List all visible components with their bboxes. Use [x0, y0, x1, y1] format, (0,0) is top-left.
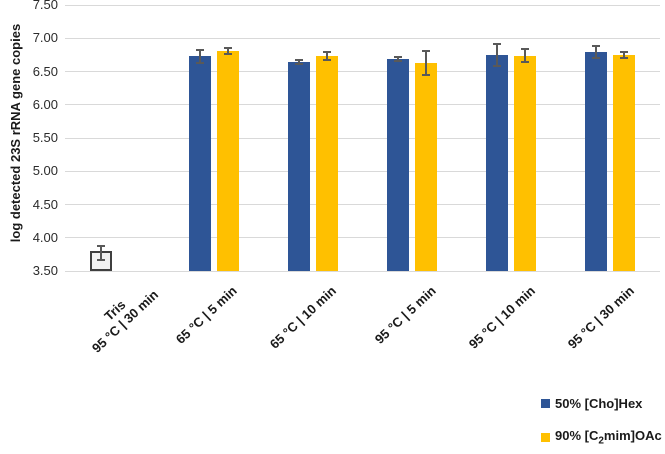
error-bar-cap-bottom	[422, 73, 431, 76]
bar-group	[65, 5, 164, 271]
y-tick-label: 7.00	[32, 30, 58, 46]
error-bar-cap-bottom	[96, 258, 105, 261]
bar-50-cho-hex	[287, 59, 310, 271]
bar-group	[363, 5, 462, 271]
error-bar	[524, 48, 527, 63]
bar-50-cho-hex	[486, 43, 509, 271]
bar-group	[263, 5, 362, 271]
error-bar-cap-top	[223, 46, 232, 49]
error-bar	[226, 47, 229, 55]
error-bar-cap-top	[394, 55, 403, 58]
x-axis-label-line: 95 °C | 5 min	[371, 283, 439, 347]
error-bar-cap-bottom	[521, 61, 530, 64]
error-bar-cap-bottom	[195, 61, 204, 64]
bar-50-cho-hex	[387, 55, 410, 271]
error-bar-cap-top	[592, 45, 601, 48]
gridline	[65, 137, 660, 139]
gridline	[65, 270, 660, 272]
error-bar-cap-top	[96, 245, 105, 248]
x-axis-label: Tris 95 °C | 30 min	[79, 276, 161, 356]
error-bar-cap-top	[620, 51, 629, 54]
gridline	[65, 71, 660, 72]
legend-swatch	[541, 399, 550, 408]
y-tick-label: 6.50	[32, 63, 58, 79]
x-axis-label-line: 95 °C | 30 min	[564, 283, 637, 352]
error-bar-cap-bottom	[493, 64, 502, 67]
x-axis-label-line: 65 °C | 5 min	[173, 283, 240, 347]
bar-tris-control	[89, 245, 112, 271]
error-bar	[496, 44, 499, 66]
x-axis-label: 95 °C | 30 min	[564, 283, 636, 352]
x-axis-label: 95 °C | 10 min	[465, 283, 537, 352]
error-bar-cap-bottom	[322, 59, 331, 62]
error-bar-cap-top	[294, 59, 303, 62]
error-bar-cap-top	[493, 43, 502, 46]
error-bar-cap-bottom	[223, 53, 232, 56]
legend-label: 50% [Cho]Hex	[555, 396, 643, 411]
gridline	[65, 104, 660, 106]
y-tick-label: 4.50	[32, 196, 58, 212]
legend: 50% [Cho]Hex 90% [C2mim]OAc	[541, 396, 662, 454]
x-axis-label-line: 65 °C | 10 min	[266, 283, 340, 352]
bar-50-cho-hex	[188, 48, 211, 271]
error-bar-cap-top	[521, 47, 530, 50]
gridline	[65, 237, 660, 239]
error-bar	[99, 246, 102, 260]
bar-90-c-mim-oac	[216, 46, 239, 271]
x-axis-label: 95 °C | 5 min	[371, 283, 438, 347]
bar-group	[561, 5, 660, 271]
bar-group	[462, 5, 561, 271]
bar-50-cho-hex	[585, 45, 608, 271]
legend-item: 90% [C2mim]OAc	[541, 428, 662, 447]
error-bar-cap-top	[422, 49, 431, 52]
legend-item: 50% [Cho]Hex	[541, 396, 662, 411]
gridline	[65, 37, 660, 39]
error-bar	[623, 52, 626, 58]
bar-90-c-mim-oac	[613, 51, 636, 271]
error-bar	[397, 56, 400, 61]
error-bar	[595, 46, 598, 59]
error-bar-cap-bottom	[394, 59, 403, 62]
error-bar-cap-top	[195, 48, 204, 51]
y-tick-label: 3.50	[32, 263, 58, 278]
y-tick-label: 5.50	[32, 130, 58, 145]
bar-90-c-mim-oac	[514, 47, 537, 271]
gridline	[65, 204, 660, 205]
error-bar	[325, 52, 328, 61]
error-bar	[297, 60, 300, 65]
error-bar-cap-top	[322, 51, 331, 54]
gridline	[65, 170, 660, 172]
x-axis-label: 65 °C | 10 min	[267, 283, 339, 352]
error-bar-cap-bottom	[592, 57, 601, 60]
error-bar	[198, 49, 201, 63]
y-tick-label: 7.50	[32, 0, 58, 12]
bar-group	[164, 5, 263, 271]
y-tick-label: 5.00	[32, 163, 58, 179]
x-axis-label: 65 °C | 5 min	[173, 283, 240, 347]
legend-label: 90% [C2mim]OAc	[555, 428, 662, 447]
bar-90-c-mim-oac	[415, 49, 438, 271]
plot-area	[65, 4, 660, 272]
y-tick-label: 6.00	[32, 96, 58, 112]
error-bar	[425, 50, 428, 75]
x-axis-label-line: 95 °C | 10 min	[465, 283, 538, 352]
legend-swatch	[541, 432, 550, 442]
error-bar-cap-bottom	[294, 63, 303, 66]
bar-90-c-mim-oac	[315, 51, 338, 271]
error-bar-cap-bottom	[620, 56, 629, 59]
gridline	[65, 4, 660, 6]
y-tick-label: 4.00	[32, 229, 58, 245]
